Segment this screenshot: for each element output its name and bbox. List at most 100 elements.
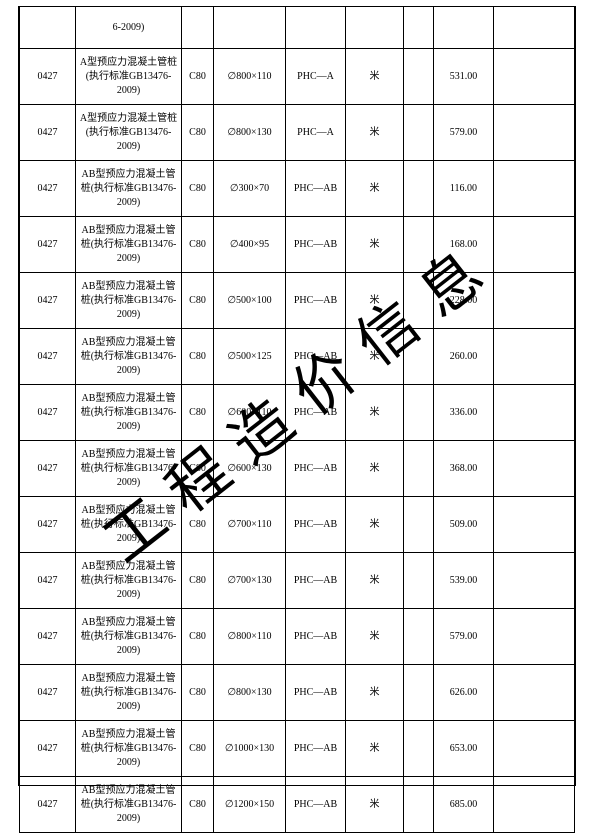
cell-last	[494, 609, 575, 665]
cell-spec: ∅800×110	[214, 49, 286, 105]
cell-model: PHC—AB	[286, 217, 346, 273]
cell-unit: 米	[346, 665, 404, 721]
cell-grade: C80	[182, 385, 214, 441]
cell-blank	[404, 161, 434, 217]
cell-price: 531.00	[434, 49, 494, 105]
cell-model: PHC—AB	[286, 609, 346, 665]
cell-model: PHC—AB	[286, 553, 346, 609]
cell-spec: ∅1000×130	[214, 721, 286, 777]
cell-unit: 米	[346, 273, 404, 329]
cell-last	[494, 441, 575, 497]
cell-blank	[404, 105, 434, 161]
price-table: 6-2009)0427A型预应力混凝土管桩(执行标准GB13476-2009)C…	[19, 6, 575, 833]
cell-grade: C80	[182, 105, 214, 161]
cell-price: 685.00	[434, 777, 494, 833]
cell-unit: 米	[346, 385, 404, 441]
cell-name: AB型预应力混凝土管桩(执行标准GB13476-2009)	[76, 329, 182, 385]
table-row: 0427AB型预应力混凝土管桩(执行标准GB13476-2009)C80∅500…	[20, 329, 575, 385]
cell-code: 0427	[20, 441, 76, 497]
cell-code: 0427	[20, 161, 76, 217]
cell-code: 0427	[20, 665, 76, 721]
cell-spec: ∅600×130	[214, 441, 286, 497]
table-row: 0427AB型预应力混凝土管桩(执行标准GB13476-2009)C80∅600…	[20, 385, 575, 441]
cell-spec: ∅800×130	[214, 665, 286, 721]
cell-name: AB型预应力混凝土管桩(执行标准GB13476-2009)	[76, 721, 182, 777]
cell-blank	[404, 49, 434, 105]
cell-name: AB型预应力混凝土管桩(执行标准GB13476-2009)	[76, 777, 182, 833]
cell-name: AB型预应力混凝土管桩(执行标准GB13476-2009)	[76, 385, 182, 441]
cell-last	[494, 105, 575, 161]
cell-price: 579.00	[434, 609, 494, 665]
cell-blank	[404, 553, 434, 609]
table-row: 0427AB型预应力混凝土管桩(执行标准GB13476-2009)C80∅120…	[20, 777, 575, 833]
table-row: 0427AB型预应力混凝土管桩(执行标准GB13476-2009)C80∅800…	[20, 665, 575, 721]
cell-spec: ∅800×110	[214, 609, 286, 665]
cell-name: 6-2009)	[76, 7, 182, 49]
cell-grade: C80	[182, 497, 214, 553]
cell-last	[494, 161, 575, 217]
cell-model: PHC—AB	[286, 161, 346, 217]
cell-unit: 米	[346, 553, 404, 609]
table-row: 0427A型预应力混凝土管桩(执行标准GB13476-2009)C80∅800×…	[20, 105, 575, 161]
cell-name: AB型预应力混凝土管桩(执行标准GB13476-2009)	[76, 441, 182, 497]
cell-name: AB型预应力混凝土管桩(执行标准GB13476-2009)	[76, 553, 182, 609]
cell-unit: 米	[346, 217, 404, 273]
cell-grade: C80	[182, 721, 214, 777]
cell-price: 368.00	[434, 441, 494, 497]
cell-spec: ∅700×110	[214, 497, 286, 553]
cell-price: 653.00	[434, 721, 494, 777]
cell-price: 336.00	[434, 385, 494, 441]
cell-spec: ∅800×130	[214, 105, 286, 161]
cell-grade: C80	[182, 553, 214, 609]
cell-unit: 米	[346, 105, 404, 161]
cell-last	[494, 553, 575, 609]
cell-last	[494, 497, 575, 553]
table-frame: 6-2009)0427A型预应力混凝土管桩(执行标准GB13476-2009)C…	[18, 6, 576, 786]
cell-name: AB型预应力混凝土管桩(执行标准GB13476-2009)	[76, 273, 182, 329]
cell-name: AB型预应力混凝土管桩(执行标准GB13476-2009)	[76, 161, 182, 217]
cell-price: 168.00	[434, 217, 494, 273]
cell-model: PHC—AB	[286, 665, 346, 721]
cell-name: AB型预应力混凝土管桩(执行标准GB13476-2009)	[76, 665, 182, 721]
table-row: 0427AB型预应力混凝土管桩(执行标准GB13476-2009)C80∅300…	[20, 161, 575, 217]
cell-unit	[346, 7, 404, 49]
cell-spec: ∅500×100	[214, 273, 286, 329]
cell-blank	[404, 721, 434, 777]
cell-blank	[404, 609, 434, 665]
cell-model: PHC—A	[286, 105, 346, 161]
table-row: 0427AB型预应力混凝土管桩(执行标准GB13476-2009)C80∅500…	[20, 273, 575, 329]
cell-code: 0427	[20, 777, 76, 833]
cell-model: PHC—AB	[286, 273, 346, 329]
cell-last	[494, 7, 575, 49]
cell-last	[494, 49, 575, 105]
cell-blank	[404, 777, 434, 833]
cell-code: 0427	[20, 105, 76, 161]
cell-spec: ∅400×95	[214, 217, 286, 273]
cell-blank	[404, 385, 434, 441]
cell-blank	[404, 273, 434, 329]
cell-name: AB型预应力混凝土管桩(执行标准GB13476-2009)	[76, 609, 182, 665]
cell-price: 626.00	[434, 665, 494, 721]
cell-grade: C80	[182, 217, 214, 273]
cell-model: PHC—A	[286, 49, 346, 105]
cell-grade: C80	[182, 441, 214, 497]
cell-price: 509.00	[434, 497, 494, 553]
cell-name: A型预应力混凝土管桩(执行标准GB13476-2009)	[76, 105, 182, 161]
cell-price	[434, 7, 494, 49]
cell-spec: ∅500×125	[214, 329, 286, 385]
cell-blank	[404, 665, 434, 721]
table-row: 0427AB型预应力混凝土管桩(执行标准GB13476-2009)C80∅800…	[20, 609, 575, 665]
table-row: 0427AB型预应力混凝土管桩(执行标准GB13476-2009)C80∅100…	[20, 721, 575, 777]
cell-code	[20, 7, 76, 49]
cell-unit: 米	[346, 161, 404, 217]
cell-price: 579.00	[434, 105, 494, 161]
cell-unit: 米	[346, 497, 404, 553]
cell-blank	[404, 217, 434, 273]
cell-spec	[214, 7, 286, 49]
cell-last	[494, 217, 575, 273]
cell-grade: C80	[182, 273, 214, 329]
table-row: 6-2009)	[20, 7, 575, 49]
cell-code: 0427	[20, 49, 76, 105]
cell-price: 228.00	[434, 273, 494, 329]
cell-blank	[404, 7, 434, 49]
